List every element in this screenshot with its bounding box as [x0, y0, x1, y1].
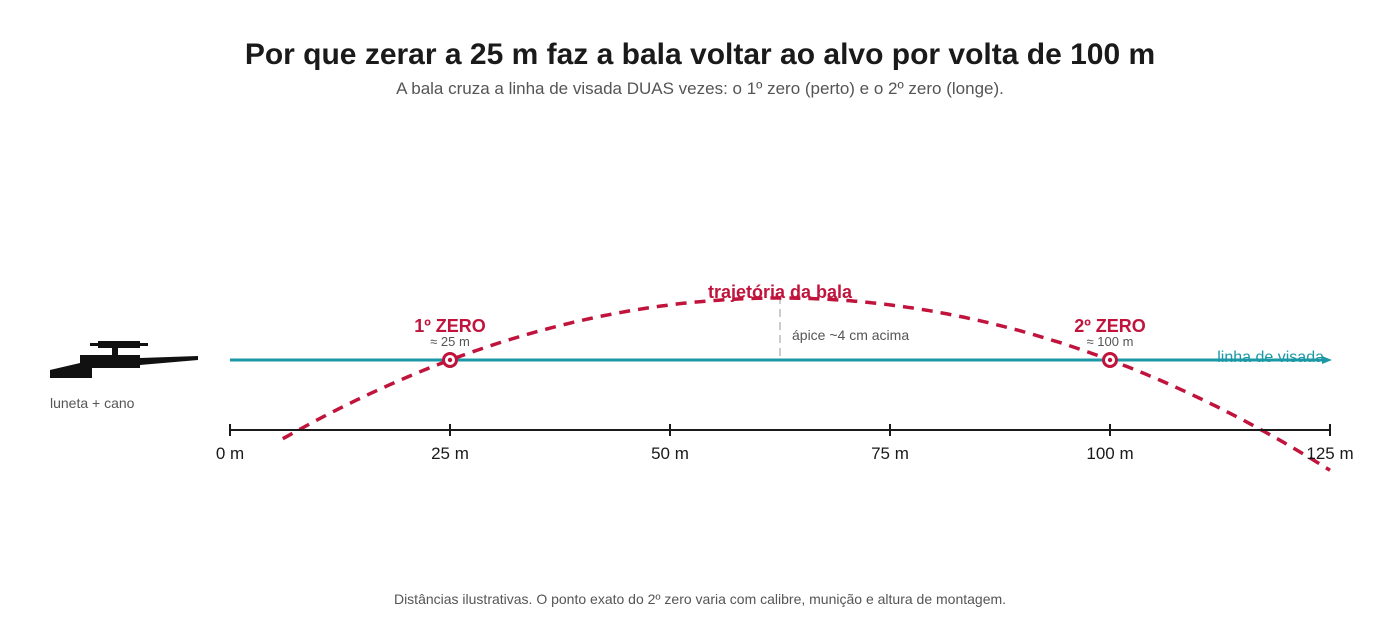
- axis-tick-label: 125 m: [1306, 444, 1353, 463]
- zero-2-marker: [1102, 352, 1118, 368]
- axis-tick-label: 50 m: [651, 444, 689, 463]
- rifle-icon: [50, 341, 198, 378]
- zero-1-distance: ≈ 25 m: [430, 334, 470, 349]
- axis-tick-label: 75 m: [871, 444, 909, 463]
- page-subtitle: A bala cruza a linha de visada DUAS veze…: [396, 79, 1004, 98]
- rifle-stock: [50, 355, 140, 378]
- zero-2-title: 2º ZERO: [1074, 316, 1146, 336]
- scope-rear: [140, 343, 148, 346]
- scope-body: [98, 341, 140, 348]
- distance-axis-ticks: 0 m 25 m 50 m 75 m 100 m 125 m: [216, 424, 1354, 463]
- line-of-sight-arrow: [1322, 356, 1332, 364]
- axis-tick-label: 0 m: [216, 444, 244, 463]
- scope-front: [90, 343, 98, 346]
- axis-tick-label: 100 m: [1086, 444, 1133, 463]
- rifle-label: luneta + cano: [50, 395, 135, 411]
- scope-mount: [112, 348, 118, 355]
- footnote: Distâncias ilustrativas. O ponto exato d…: [393, 591, 1007, 607]
- page-title: Por que zerar a 25 m faz a bala voltar a…: [244, 38, 1156, 71]
- zero-1-title: 1º ZERO: [414, 316, 486, 336]
- rifle-barrel: [140, 356, 198, 365]
- zero-2-distance: ≈ 100 m: [1087, 334, 1134, 349]
- apex-label: ápice ~4 cm acima: [792, 327, 909, 343]
- trajectory-label: trajetória da bala: [708, 282, 853, 302]
- axis-tick-label: 25 m: [431, 444, 469, 463]
- line-of-sight-label: linha de visada: [1217, 349, 1324, 366]
- zero-1-marker: [442, 352, 458, 368]
